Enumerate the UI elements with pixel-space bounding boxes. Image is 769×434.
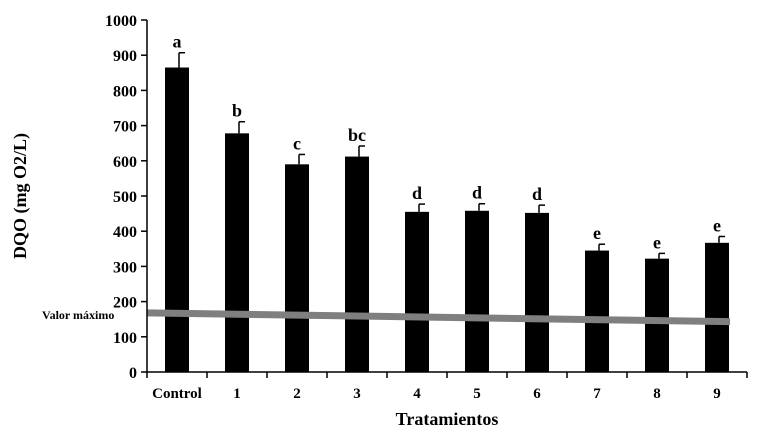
y-tick-label: 700 (113, 119, 137, 136)
reference-line-group: Valor máximo (42, 308, 731, 326)
reference-line-label: Valor máximo (42, 308, 114, 322)
bar-3 (345, 156, 369, 372)
bar-7 (585, 250, 609, 372)
y-axis-title: DQO (mg O2/L) (10, 133, 31, 259)
significance-letter: c (293, 133, 301, 153)
significance-letter: bc (348, 125, 366, 145)
significance-letter: d (472, 183, 482, 203)
x-tick-label: 1 (233, 386, 241, 402)
y-tick-label: 200 (113, 295, 137, 312)
x-tick-label: 9 (713, 386, 721, 402)
x-axis-ticks: Control 1 2 3 4 5 6 7 8 9 (146, 372, 748, 402)
bar-9 (705, 242, 729, 372)
y-tick-label: 500 (113, 189, 137, 206)
x-tick-label: 2 (293, 386, 301, 402)
reference-line (146, 309, 731, 326)
x-tick-label: 4 (413, 386, 421, 402)
x-tick-label: 5 (473, 386, 481, 402)
significance-letter: b (232, 101, 242, 121)
x-tick-label: Control (152, 386, 202, 402)
significance-letter: d (412, 183, 422, 203)
y-tick-label: 1000 (105, 13, 137, 30)
bar-1 (225, 133, 249, 372)
bar-control (165, 67, 189, 373)
y-tick-label: 400 (113, 224, 137, 241)
bar-5 (465, 210, 489, 372)
x-tick-label: 6 (533, 386, 541, 402)
significance-letter: e (653, 232, 661, 252)
significance-letter: e (593, 223, 601, 243)
significance-letter: d (532, 184, 542, 204)
y-tick-label: 100 (113, 330, 137, 347)
y-tick-label: 300 (113, 259, 137, 276)
bar-6 (525, 212, 549, 372)
significance-letter: e (713, 215, 721, 235)
bars: abc bcd d de ee (165, 32, 729, 373)
y-axis-ticks: 0 100 200 300 400 500 600 700 800 900 1000 (105, 13, 147, 382)
x-tick-label: 3 (353, 386, 361, 402)
bar-4 (405, 211, 429, 372)
y-tick-label: 900 (113, 48, 137, 65)
y-tick-label: 0 (129, 365, 137, 382)
x-tick-label: 7 (593, 386, 601, 402)
x-axis-title: Tratamientos (396, 409, 499, 429)
y-tick-label: 800 (113, 83, 137, 100)
significance-letter: a (173, 32, 182, 52)
x-tick-label: 8 (653, 386, 661, 402)
y-tick-label: 600 (113, 154, 137, 171)
bar-2 (285, 164, 309, 372)
bar-8 (645, 258, 669, 372)
